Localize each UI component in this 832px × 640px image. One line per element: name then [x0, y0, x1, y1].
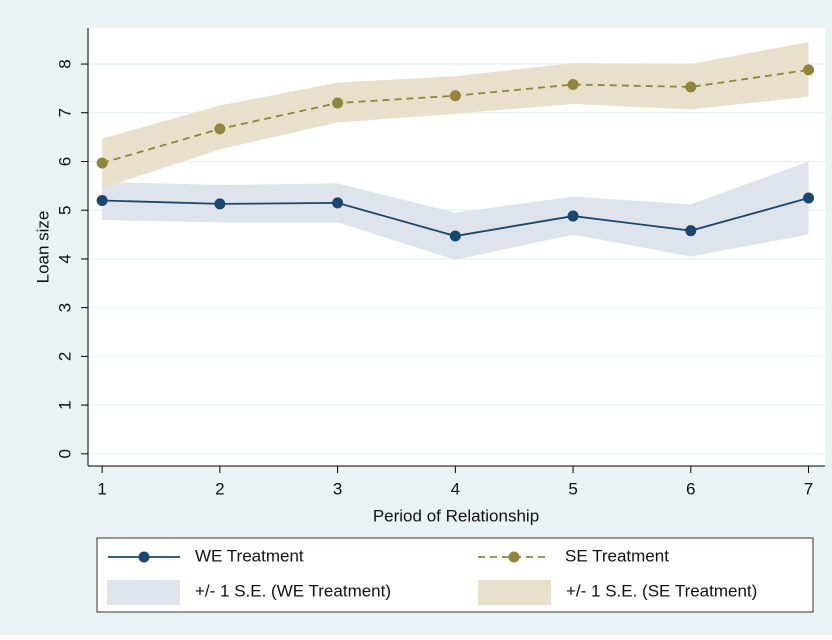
point [803, 192, 815, 204]
y-tick-label: 4 [55, 254, 74, 263]
legend [96, 537, 814, 613]
legend-label: +/- 1 S.E. (WE Treatment) [195, 581, 391, 600]
y-axis-label: Loan size [33, 211, 52, 284]
point [567, 79, 579, 91]
legend-label: +/- 1 S.E. (SE Treatment) [566, 581, 757, 600]
point [567, 210, 579, 222]
point [214, 123, 226, 135]
x-tick-label: 6 [686, 479, 695, 498]
x-tick-label: 2 [215, 479, 224, 498]
y-tick-label: 8 [55, 59, 74, 68]
legend-marker [508, 551, 520, 563]
point [803, 64, 815, 76]
point [685, 81, 697, 93]
y-tick-label: 3 [55, 303, 74, 312]
point [449, 230, 461, 242]
point [685, 225, 697, 237]
x-tick-label: 7 [804, 479, 813, 498]
point [332, 197, 344, 209]
point [449, 90, 461, 102]
x-axis-label: Period of Relationship [373, 506, 539, 525]
x-tick-label: 5 [568, 479, 577, 498]
legend-label: WE Treatment [195, 546, 304, 565]
point [96, 194, 108, 206]
y-tick-label: 2 [55, 352, 74, 361]
y-tick-label: 6 [55, 157, 74, 166]
y-tick-label: 5 [55, 205, 74, 214]
error-band [102, 42, 809, 189]
legend-swatch [478, 580, 551, 605]
x-tick-label: 1 [97, 479, 106, 498]
point [96, 157, 108, 169]
error-band [102, 161, 809, 260]
x-tick-label: 3 [333, 479, 342, 498]
y-tick-label: 0 [55, 449, 74, 458]
y-tick-label: 1 [55, 400, 74, 409]
x-tick-label: 4 [451, 479, 460, 498]
legend-marker [138, 551, 150, 563]
legend-label: SE Treatment [565, 546, 669, 565]
legend-swatch [107, 580, 180, 605]
point [214, 198, 226, 210]
point [332, 97, 344, 109]
y-tick-label: 7 [55, 108, 74, 117]
